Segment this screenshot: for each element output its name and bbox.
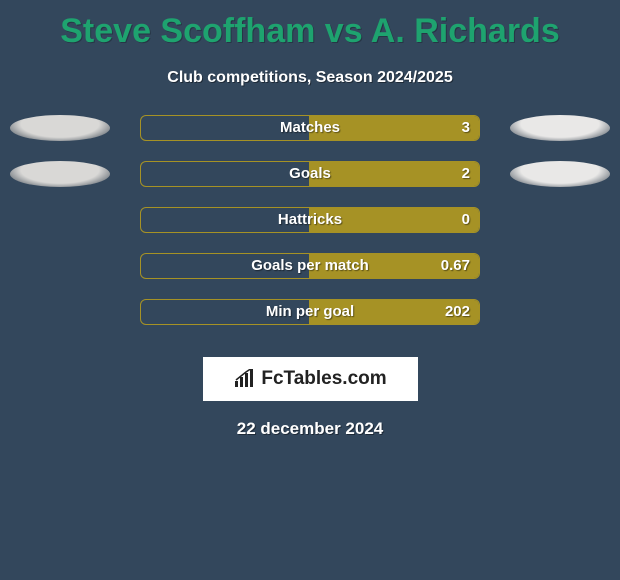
player-left-avatar	[10, 161, 110, 187]
stat-fill-right	[309, 208, 479, 232]
stat-value-right: 3	[462, 115, 470, 141]
date: 22 december 2024	[0, 419, 620, 439]
stat-row: Goals per match0.67	[0, 253, 620, 299]
stat-value-right: 0.67	[441, 253, 470, 279]
stat-value-right: 0	[462, 207, 470, 233]
stat-row: Goals2	[0, 161, 620, 207]
stat-track	[140, 253, 480, 279]
player-right-avatar	[510, 115, 610, 141]
stat-fill-right	[309, 116, 479, 140]
stat-track	[140, 115, 480, 141]
player-right-avatar	[510, 161, 610, 187]
stat-row: Matches3	[0, 115, 620, 161]
logo-chart-icon	[233, 369, 257, 389]
subtitle: Club competitions, Season 2024/2025	[0, 69, 620, 87]
stat-track	[140, 161, 480, 187]
stat-value-right: 202	[445, 299, 470, 325]
stat-row: Hattricks0	[0, 207, 620, 253]
page-title: Steve Scoffham vs A. Richards	[0, 0, 620, 51]
stat-track	[140, 207, 480, 233]
stat-value-right: 2	[462, 161, 470, 187]
stat-row: Min per goal202	[0, 299, 620, 345]
stat-fill-right	[309, 162, 479, 186]
logo: FcTables.com	[233, 368, 386, 390]
player-left-avatar	[10, 115, 110, 141]
logo-text: FcTables.com	[261, 368, 386, 390]
stats-area: Matches3Goals2Hattricks0Goals per match0…	[0, 115, 620, 345]
stat-track	[140, 299, 480, 325]
logo-box: FcTables.com	[203, 357, 418, 401]
